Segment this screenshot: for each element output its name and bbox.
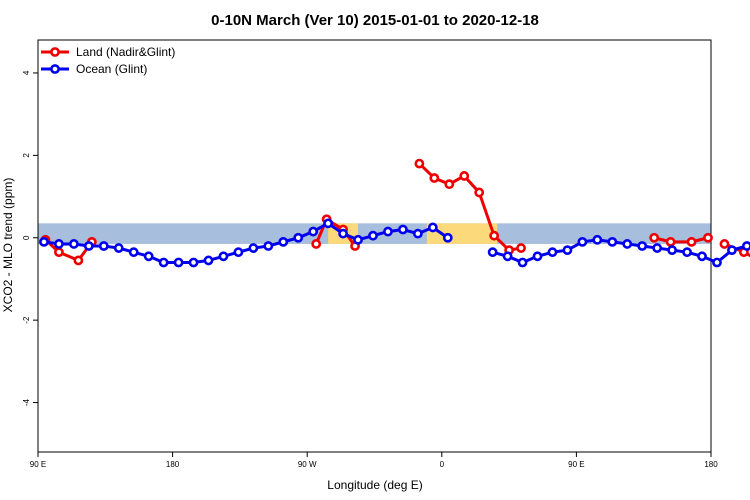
- ocean-point-0-2: [68, 239, 79, 249]
- ocean-point-0-23: [383, 226, 393, 237]
- y-tick-label-4: 4: [22, 70, 31, 75]
- y-axis-label: XCO2 - MLO trend (ppm): [1, 178, 15, 313]
- ocean-point-1-13: [682, 247, 692, 258]
- land-point-2-2: [444, 179, 455, 190]
- ocean-point-0-20: [338, 228, 348, 239]
- ocean-point-0-16: [278, 236, 289, 247]
- ocean-point-1-11: [652, 243, 663, 253]
- legend-marker-land: [50, 47, 60, 57]
- plot-frame: [37, 39, 712, 453]
- ocean-point-1-14: [697, 251, 707, 262]
- ocean-point-0-12: [218, 251, 229, 262]
- ocean-point-1-6: [577, 236, 588, 247]
- ocean-point-1-4: [547, 247, 558, 258]
- land-point-4-0: [719, 239, 730, 249]
- ocean-point-0-10: [188, 257, 199, 268]
- y-tick-label-0: -4: [22, 398, 31, 406]
- land-point-2-4: [474, 187, 485, 198]
- land-point-3-3: [703, 232, 713, 243]
- ocean-point-0-14: [248, 243, 259, 253]
- land-series-line-0: [44, 238, 94, 262]
- ocean-point-0-17: [293, 232, 304, 243]
- ocean-point-0-3: [83, 241, 94, 251]
- ocean-point-0-8: [158, 257, 169, 268]
- ocean-point-0-22: [368, 230, 378, 241]
- legend-marker-ocean: [50, 64, 60, 74]
- x-tick-label-4: 90 E: [568, 460, 584, 469]
- ocean-point-0-4: [98, 241, 109, 251]
- ocean-point-0-7: [143, 251, 154, 262]
- ocean-point-1-8: [607, 236, 618, 247]
- ocean-series-line-0: [43, 221, 449, 264]
- ocean-point-0-1: [54, 239, 64, 249]
- land-point-1-0: [311, 239, 322, 249]
- ocean-point-1-3: [532, 251, 543, 262]
- ocean-point-0-15: [263, 241, 274, 251]
- ocean-point-0-24: [398, 224, 408, 235]
- ocean-point-1-1: [502, 251, 513, 262]
- ocean-point-0-18: [308, 226, 319, 237]
- ocean-point-1-2: [517, 257, 528, 268]
- ocean-point-0-25: [412, 228, 423, 239]
- ocean-point-1-15: [712, 257, 722, 268]
- chart-title: 0-10N March (Ver 10) 2015-01-01 to 2020-…: [211, 12, 539, 29]
- x-tick-label-5: 180: [704, 460, 718, 469]
- ocean-point-1-7: [592, 234, 603, 245]
- land-point-0-2: [73, 255, 84, 266]
- land-point-3-1: [665, 236, 676, 247]
- ocean-point-1-12: [667, 245, 678, 256]
- ocean-point-0-6: [128, 247, 139, 258]
- ocean-point-1-16: [727, 245, 737, 256]
- ocean-point-0-13: [233, 247, 244, 258]
- ocean-point-1-5: [562, 245, 573, 256]
- ocean-point-0-27: [442, 232, 453, 243]
- series-layer: [39, 158, 750, 268]
- x-tick-label-3: 0: [440, 460, 445, 469]
- ocean-point-1-0: [487, 247, 498, 258]
- ocean-point-0-11: [203, 255, 214, 266]
- land-point-2-7: [516, 243, 526, 253]
- ocean-point-0-0: [39, 236, 49, 247]
- ocean-point-1-10: [637, 241, 648, 251]
- legend-label-ocean: Ocean (Glint): [76, 62, 147, 76]
- ocean-point-0-19: [323, 218, 334, 229]
- ocean-point-0-5: [113, 243, 124, 253]
- land-point-2-5: [489, 230, 500, 241]
- land-series-line-3: [653, 236, 709, 244]
- ocean-point-0-9: [173, 257, 184, 268]
- ocean-series-line-1: [492, 238, 750, 264]
- land-point-3-0: [649, 232, 660, 243]
- y-tick-label-2: 0: [22, 235, 31, 240]
- land-series-line-1: [314, 217, 357, 247]
- legend: Land (Nadir&Glint) Ocean (Glint): [41, 45, 175, 76]
- axes: 90 E 180 90 W 0 90 E 180 -4 -2 0 2 4: [22, 70, 718, 469]
- x-tick-label-0: 90 E: [30, 460, 46, 469]
- ocean-point-1-17: [741, 241, 750, 251]
- x-tick-label-2: 90 W: [298, 460, 317, 469]
- y-tick-label-1: -2: [22, 316, 31, 324]
- land-point-2-3: [459, 171, 470, 181]
- x-axis-label: Longitude (deg E): [327, 478, 422, 492]
- x-tick-label-1: 180: [166, 460, 180, 469]
- y-tick-label-3: 2: [22, 153, 31, 158]
- land-point-2-0: [414, 158, 425, 169]
- ocean-point-0-26: [427, 222, 438, 233]
- legend-label-land: Land (Nadir&Glint): [76, 45, 175, 59]
- land-point-2-1: [429, 173, 440, 183]
- ocean-point-0-21: [353, 234, 363, 245]
- land-point-0-1: [54, 247, 64, 258]
- ocean-point-1-9: [622, 239, 633, 249]
- land-point-3-2: [686, 236, 697, 247]
